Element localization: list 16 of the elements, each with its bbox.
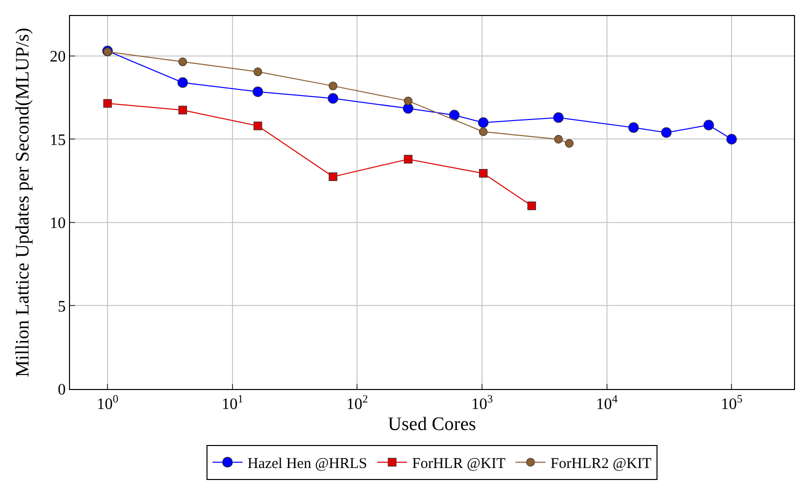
x-tick-label: 10$^{5}$ [720, 393, 743, 414]
y-tick-label: 15 [50, 132, 66, 149]
y-axis-title: Million Lattice Updates per Second(MLUP/s) [12, 28, 34, 378]
x-axis-title: Used Cores [388, 414, 476, 435]
y-tick-label: 5 [58, 298, 66, 316]
y-tick-label: 20 [50, 48, 66, 66]
y-tick-label: 0 [58, 382, 66, 399]
x-tick-label: 10$^{4}$ [596, 393, 618, 414]
legend-label: Hazel Hen @HRLS [248, 456, 368, 472]
x-tick-label: 10$^{2}$ [346, 393, 368, 414]
y-tick-label: 10 [50, 215, 66, 232]
x-tick-label: 10$^{1}$ [222, 393, 244, 414]
x-tick-label: 10$^{3}$ [471, 393, 494, 414]
x-tick-label: 10$^{0}$ [96, 393, 119, 414]
legend-label: ForHLR2 @KIT [550, 456, 652, 472]
legend-label: ForHLR @KIT [412, 456, 506, 472]
